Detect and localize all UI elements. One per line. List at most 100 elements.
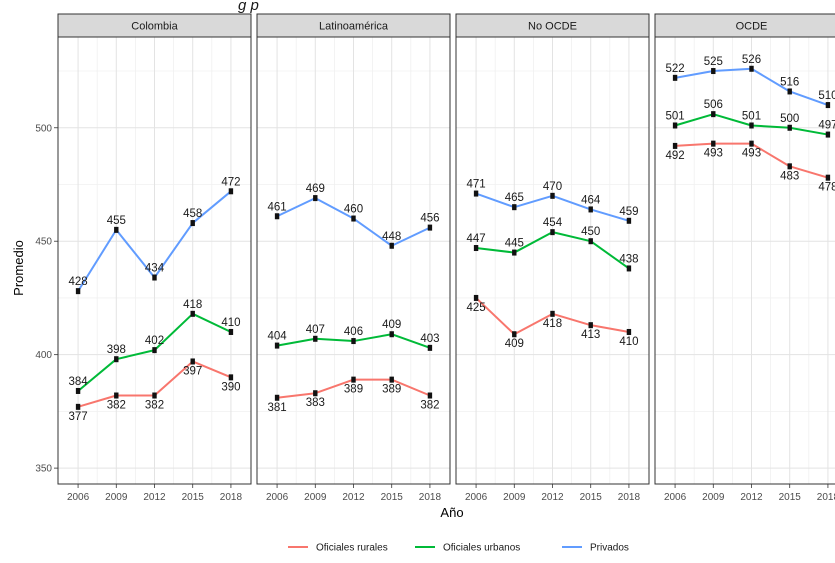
data-label: 483 <box>780 170 799 182</box>
data-label: 377 <box>68 411 87 423</box>
chart-panels: Colombia 377 382 382 397 390 384 398 402 418 410 42… <box>57 13 835 503</box>
data-label: 465 <box>505 192 524 204</box>
data-point <box>427 224 433 231</box>
data-label: 381 <box>267 402 286 414</box>
x-tick-label: 2012 <box>143 492 166 503</box>
data-point <box>749 122 754 129</box>
data-point <box>114 356 119 363</box>
data-label: 516 <box>780 76 799 88</box>
x-tick-label: 2006 <box>67 492 90 503</box>
data-label: 526 <box>742 54 761 66</box>
data-point <box>512 331 517 338</box>
data-point <box>351 338 356 345</box>
data-label: 428 <box>68 276 87 288</box>
x-tick-label: 2018 <box>817 492 835 503</box>
data-label: 455 <box>107 215 126 227</box>
data-point <box>274 342 280 349</box>
facet-strip-label: Latinoamérica <box>319 21 389 33</box>
data-point <box>114 226 119 233</box>
data-label: 402 <box>145 335 164 347</box>
data-label: 522 <box>665 63 684 75</box>
data-point <box>588 206 593 213</box>
data-label: 501 <box>665 110 684 122</box>
x-tick-label: 2018 <box>618 492 641 503</box>
data-label: 410 <box>221 317 240 329</box>
data-label: 469 <box>306 183 325 195</box>
data-label: 418 <box>183 299 202 311</box>
facet-strip-label: No OCDE <box>528 21 577 33</box>
data-point <box>711 140 716 147</box>
x-tick-label: 2015 <box>779 492 802 503</box>
data-point <box>228 188 234 195</box>
data-point <box>190 220 195 227</box>
x-tick-label: 2012 <box>740 492 763 503</box>
data-point <box>75 288 81 295</box>
data-point <box>626 217 632 224</box>
data-label: 472 <box>221 176 240 188</box>
data-point <box>588 322 593 329</box>
data-label: 471 <box>466 179 485 191</box>
x-tick-label: 2009 <box>304 492 327 503</box>
data-label: 404 <box>267 331 287 343</box>
data-label: 382 <box>107 400 126 412</box>
data-point <box>152 274 157 281</box>
data-label: 418 <box>543 318 562 330</box>
x-tick-label: 2006 <box>664 492 687 503</box>
data-point <box>825 102 831 109</box>
data-point <box>588 238 593 245</box>
data-point <box>228 374 234 381</box>
x-axis-title: Año <box>440 505 463 520</box>
data-label: 434 <box>145 263 165 275</box>
x-tick-label: 2018 <box>419 492 442 503</box>
data-label: 409 <box>382 319 401 331</box>
panel-latinoamérica: Latinoamérica 381 383 389 389 382 404 407 406 409… <box>256 13 451 503</box>
x-tick-label: 2009 <box>105 492 128 503</box>
y-tick-label: 350 <box>35 464 52 475</box>
data-label: 397 <box>183 365 202 377</box>
y-tick-label: 450 <box>35 237 52 248</box>
data-label: 456 <box>420 213 439 225</box>
data-point <box>787 124 792 131</box>
data-label: 478 <box>818 182 835 194</box>
data-point <box>825 174 831 181</box>
data-label: 461 <box>267 201 286 213</box>
data-label: 413 <box>581 329 600 341</box>
panel-colombia: Colombia 377 382 382 397 390 384 398 402 418 410 42… <box>57 13 252 503</box>
x-tick-label: 2006 <box>465 492 488 503</box>
data-point <box>473 245 479 252</box>
data-label: 525 <box>704 56 723 68</box>
data-point <box>626 328 632 335</box>
data-label: 389 <box>344 384 363 396</box>
data-label: 382 <box>145 400 164 412</box>
data-point <box>825 131 831 138</box>
y-axis: 350 400 450 500 <box>35 123 58 475</box>
data-point <box>389 376 394 383</box>
data-point <box>152 392 157 399</box>
data-point <box>749 65 754 72</box>
data-point <box>787 88 792 95</box>
data-point <box>711 68 716 75</box>
data-point <box>672 74 678 81</box>
y-tick-label: 500 <box>35 123 52 134</box>
data-point <box>711 111 716 118</box>
data-point <box>550 229 555 236</box>
data-point <box>787 163 792 170</box>
x-tick-label: 2009 <box>702 492 725 503</box>
data-point <box>672 142 678 149</box>
x-tick-label: 2009 <box>503 492 526 503</box>
data-label: 447 <box>466 233 485 245</box>
data-label: 506 <box>704 99 723 111</box>
data-label: 410 <box>619 336 638 348</box>
data-label: 458 <box>183 208 202 220</box>
data-point <box>389 331 394 338</box>
panel-background <box>655 37 835 484</box>
data-point <box>672 122 678 129</box>
x-tick-label: 2018 <box>220 492 243 503</box>
data-label: 460 <box>344 204 363 216</box>
chart-title-fragment: g p <box>238 0 259 14</box>
data-point <box>228 328 234 335</box>
x-tick-label: 2012 <box>342 492 365 503</box>
data-label: 425 <box>466 302 485 314</box>
data-label: 407 <box>306 324 325 336</box>
data-point <box>427 344 433 351</box>
